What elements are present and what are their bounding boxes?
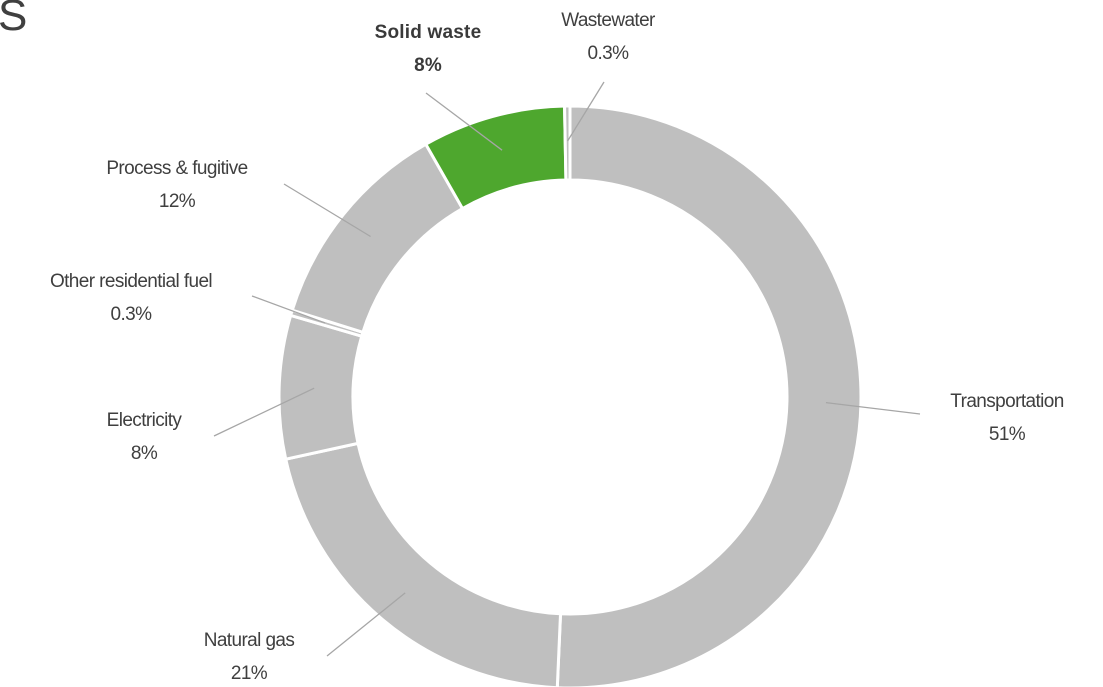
label-value-wastewater: 0.3% [588, 43, 630, 64]
slice-electricity [277, 313, 364, 462]
leader-line-electricity [213, 387, 315, 437]
label-name-transportation: Transportation [950, 391, 1063, 412]
label-name-process-fugitive: Process & fugitive [106, 158, 247, 179]
data-labels: Transportation 51% Natural gas 21% Electrici… [50, 10, 1064, 684]
leader-line-transportation [825, 401, 921, 415]
label-value-solid-waste: 8% [414, 55, 442, 76]
leader-line-other-residential-fuel [251, 295, 326, 324]
label-name-solid-waste: Solid waste [375, 22, 482, 43]
label-name-natural-gas: Natural gas [204, 630, 295, 651]
label-value-natural-gas: 21% [231, 663, 268, 684]
label-name-wastewater: Wastewater [561, 10, 656, 31]
page-heading-fragment: S [0, 0, 28, 40]
label-name-electricity: Electricity [107, 410, 183, 431]
label-value-transportation: 51% [989, 424, 1026, 445]
slice-natural-gas [283, 441, 563, 687]
leader-line-wastewater [567, 81, 605, 142]
donut-slices [277, 104, 863, 687]
leader-lines [213, 81, 921, 657]
label-value-electricity: 8% [131, 443, 158, 464]
slice-transportation [555, 104, 863, 687]
slice-wastewater [563, 104, 572, 182]
label-value-process-fugitive: 12% [159, 191, 196, 212]
label-name-other-residential-fuel: Other residential fuel [50, 271, 212, 292]
leader-line-solid-waste [425, 92, 503, 151]
leader-line-natural-gas [326, 592, 406, 657]
leader-line-process-fugitive [283, 183, 371, 238]
label-value-other-residential-fuel: 0.3% [111, 304, 153, 325]
slice-process-fugitive [290, 142, 465, 335]
